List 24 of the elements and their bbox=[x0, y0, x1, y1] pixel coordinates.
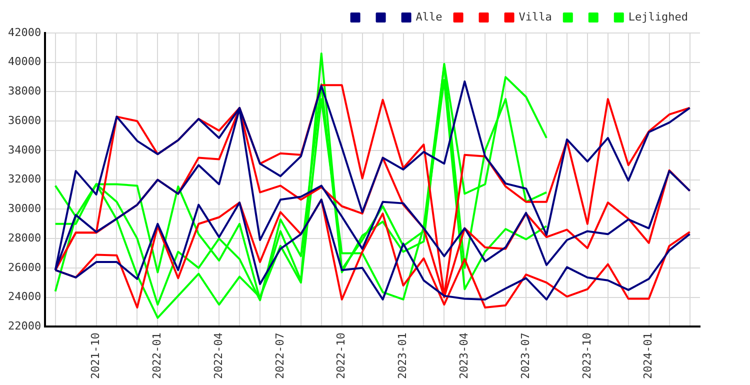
x-tick-label: 2024-01 bbox=[642, 332, 655, 379]
y-tick-label: 34000 bbox=[8, 143, 42, 156]
y-tick-label: 40000 bbox=[8, 55, 42, 68]
x-tick-label: 2022-10 bbox=[334, 332, 348, 379]
y-tick-label: 26000 bbox=[8, 260, 42, 274]
legend-label: Villa bbox=[518, 10, 552, 24]
y-tick-label: 30000 bbox=[8, 202, 42, 216]
legend-label: Alle bbox=[416, 10, 442, 24]
x-tick-label: 2021-10 bbox=[89, 332, 102, 379]
y-tick-label: 22000 bbox=[8, 320, 42, 332]
y-tick-label: 42000 bbox=[8, 26, 42, 39]
legend-label: Lejlighed bbox=[628, 10, 688, 24]
y-tick-label: 24000 bbox=[8, 290, 42, 304]
y-tick-label: 38000 bbox=[8, 84, 42, 98]
x-tick-label: 2023-07 bbox=[518, 332, 532, 379]
x-tick-label: 2023-01 bbox=[396, 332, 410, 379]
x-tick-label: 2022-07 bbox=[273, 332, 286, 379]
y-tick-label: 28000 bbox=[8, 231, 42, 244]
x-tick-label: 2023-10 bbox=[580, 332, 594, 379]
y-tick-label: 36000 bbox=[8, 114, 42, 127]
y-tick-label: 32000 bbox=[8, 172, 42, 186]
x-tick-label: 2023-04 bbox=[458, 332, 471, 379]
x-tick-label: 2022-01 bbox=[150, 332, 164, 379]
x-tick-label: 2022-04 bbox=[212, 332, 225, 379]
